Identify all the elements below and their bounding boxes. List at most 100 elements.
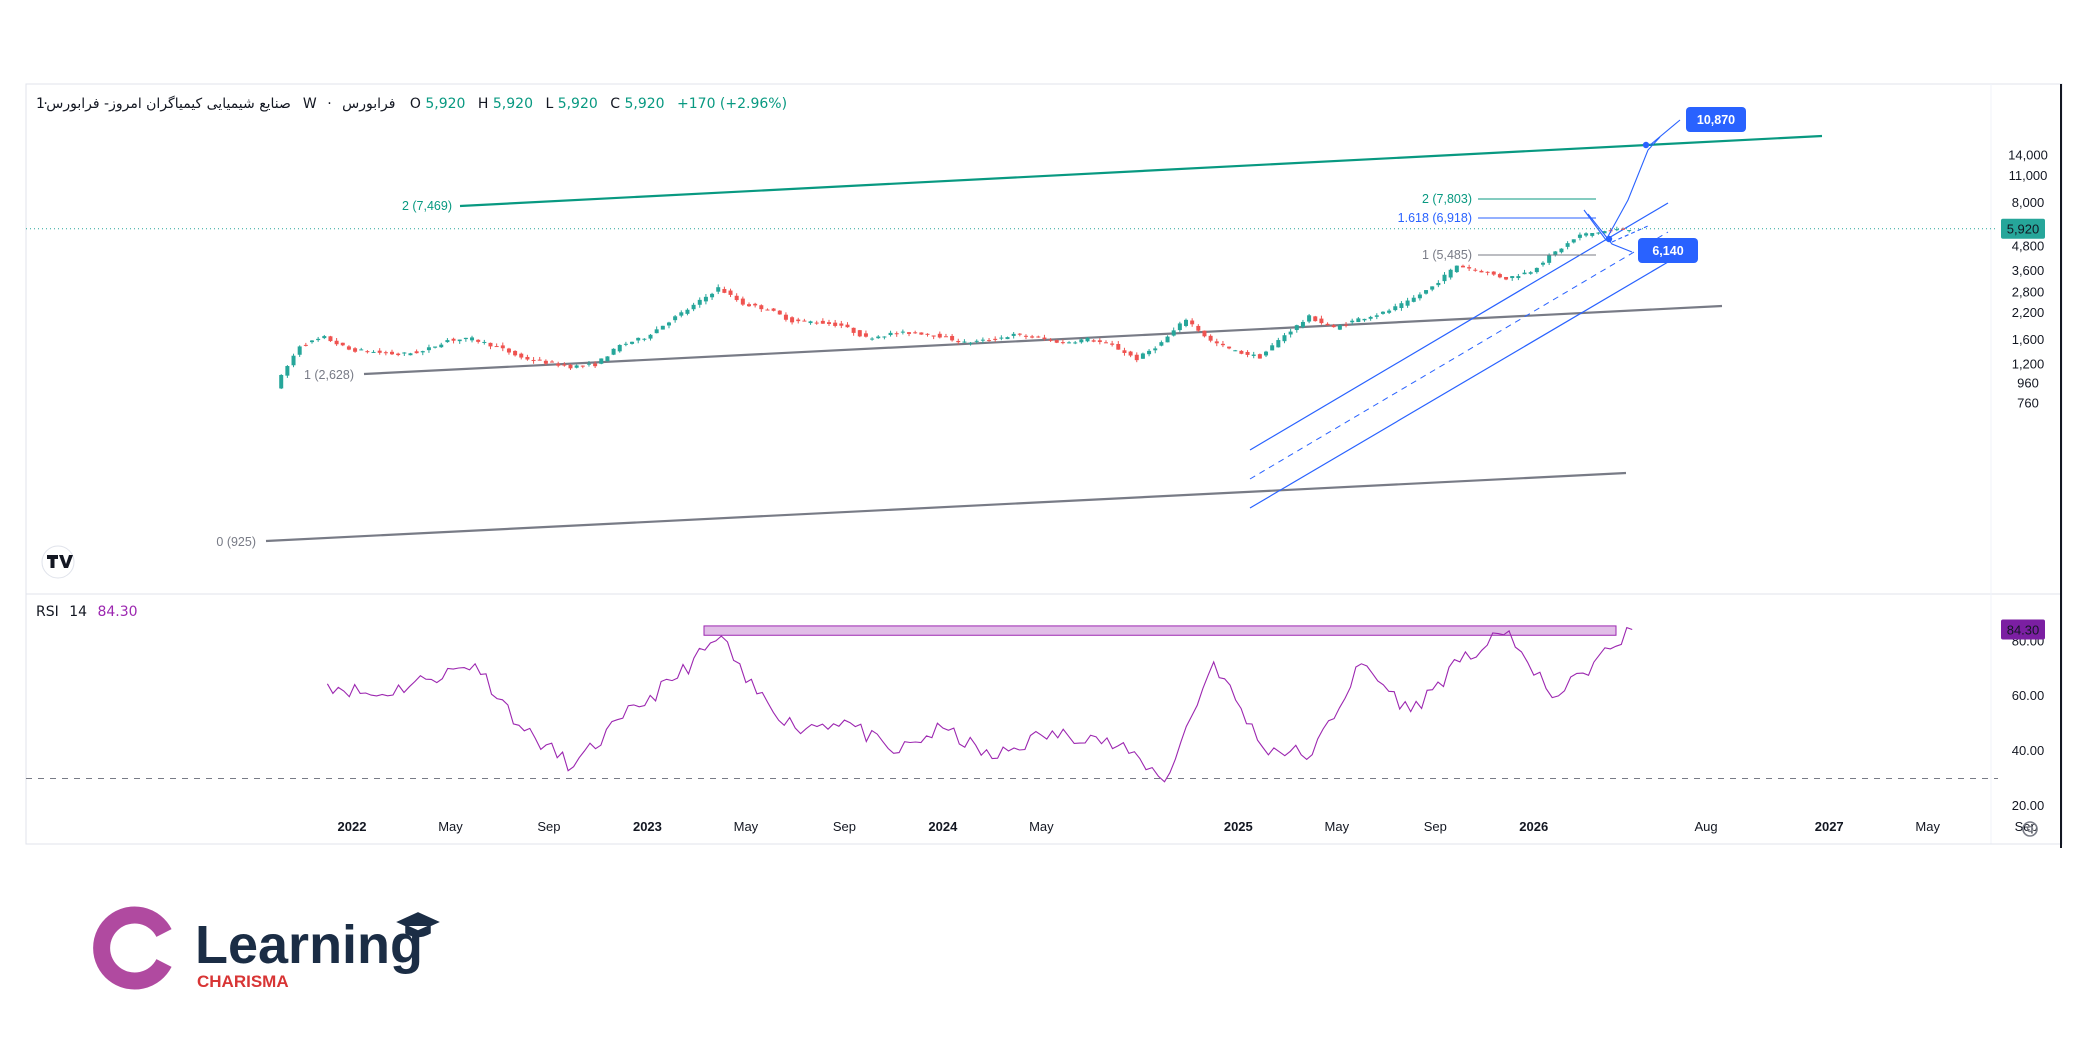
- candle-body: [1430, 286, 1435, 290]
- fib-right-two-label: 2 (7,803): [1422, 192, 1472, 206]
- candle-body: [808, 321, 813, 324]
- candle-body: [1085, 337, 1090, 342]
- target-trendline[interactable]: [459, 134, 1823, 208]
- candle-body: [1251, 354, 1256, 356]
- candle-body: [950, 335, 955, 341]
- candle-body: [353, 348, 358, 352]
- time-axis[interactable]: 2022 May Sep 2023 May Sep 2024 May 2025 May Sep 202…: [338, 819, 2038, 834]
- target-badge[interactable]: [1686, 107, 1746, 132]
- svg-text:صنایع شیمیایی کیمیاگران امروز-: صنایع شیمیایی کیمیاگران امروز- فرابورس ·…: [36, 95, 787, 112]
- candle-body: [297, 346, 302, 355]
- candle-body: [1571, 239, 1576, 243]
- candle-body: [303, 344, 308, 346]
- rsi-value-badge[interactable]: [2001, 619, 2045, 640]
- candle-body: [1196, 325, 1201, 331]
- chart-frame: [25, 83, 2063, 845]
- candle-body: [420, 351, 425, 353]
- candle-body: [907, 332, 912, 334]
- candle-body: [346, 346, 351, 350]
- candle-body: [433, 346, 438, 348]
- candle-body: [833, 322, 838, 326]
- time-tick-label: Sep: [537, 819, 560, 834]
- candle-body: [1116, 343, 1121, 350]
- candle-body: [1491, 271, 1496, 275]
- candle-body: [790, 317, 795, 323]
- candle-body: [605, 356, 610, 362]
- candle-body: [1393, 306, 1398, 311]
- price-tick-label: 960: [2017, 376, 2039, 391]
- candle-body: [1017, 333, 1022, 335]
- candle-body: [962, 341, 967, 343]
- rsi-line[interactable]: [326, 626, 1633, 783]
- candle-body: [550, 361, 555, 363]
- candle-body: [943, 336, 948, 338]
- candle-body: [1023, 335, 1028, 337]
- fib-right-one-label: 1 (5,485): [1422, 248, 1472, 262]
- candle-body: [1454, 265, 1459, 273]
- candle-body: [439, 344, 444, 348]
- candle-body: [365, 351, 370, 353]
- annotations-layer: 0 (925) 1 (2,628) 2 (7,469) 1 (5,485) 1.618 …: [216, 107, 1746, 549]
- candle-body: [1602, 231, 1607, 234]
- candle-body: [851, 327, 856, 333]
- candle-body: [654, 329, 659, 334]
- candle-body: [820, 320, 825, 324]
- symbol-legend[interactable]: صنایع شیمیایی کیمیاگران امروز- فرابورس ·…: [36, 95, 787, 112]
- price-tick-label: 4,800: [2012, 239, 2045, 254]
- time-tick-label: Sep: [1424, 819, 1447, 834]
- candle-body: [1448, 269, 1453, 278]
- candle-body: [673, 316, 678, 321]
- candle-body: [925, 333, 930, 335]
- candle-body: [876, 336, 881, 339]
- channel-lower-line[interactable]: [1249, 261, 1669, 509]
- support-trendline[interactable]: [265, 471, 1627, 543]
- tradingview-logo-icon[interactable]: [41, 545, 75, 579]
- mid-badge[interactable]: [1638, 238, 1698, 263]
- rsi-length: 14: [69, 604, 87, 620]
- candle-body: [574, 365, 579, 368]
- close-label: C: [610, 96, 620, 112]
- rsi-tick-label: 20.00: [2012, 798, 2045, 813]
- resistance-trendline[interactable]: [363, 304, 1723, 376]
- rsi-title: RSI: [36, 604, 59, 620]
- candle-body: [1442, 274, 1447, 282]
- candle-body: [802, 320, 807, 322]
- open-value: 5,920: [425, 96, 465, 112]
- candle-body: [1547, 255, 1552, 263]
- rsi-legend[interactable]: RSI 14 84.30: [36, 604, 138, 620]
- rsi-overbought-box[interactable]: [703, 625, 1617, 636]
- candle-body: [1362, 318, 1367, 321]
- price-tick-label: 11,000: [2009, 168, 2048, 183]
- candle-body: [1257, 354, 1262, 359]
- channel-upper-line[interactable]: [1249, 202, 1669, 451]
- candle-body: [1313, 316, 1318, 322]
- candle-body: [1300, 321, 1305, 328]
- candle-body: [734, 295, 739, 301]
- candle-body: [519, 353, 524, 358]
- last-price-badge[interactable]: [2001, 218, 2045, 239]
- candle-body: [1399, 303, 1404, 309]
- fib-one-left-label: 1 (2,628): [304, 368, 354, 382]
- candles-layer: [279, 226, 1632, 390]
- close-value: 5,920: [624, 96, 664, 112]
- candle-body: [476, 339, 481, 342]
- candle-body: [359, 349, 364, 351]
- price-axis[interactable]: 14,000 11,000 8,000 4,800 3,600 2,800 2,200 1,6…: [26, 147, 2048, 410]
- candle-body: [931, 335, 936, 337]
- candle-body: [1165, 336, 1170, 343]
- candle-body: [1245, 351, 1250, 355]
- symbol-name: صنایع شیمیایی کیمیاگران امروز- فرابورس: [46, 95, 291, 112]
- candle-body: [636, 337, 641, 341]
- candle-body: [1307, 315, 1312, 322]
- candle-body: [1097, 340, 1102, 343]
- candle-body: [285, 366, 290, 376]
- logo-sub: CHARISMA: [197, 972, 289, 991]
- candle-body: [1288, 331, 1293, 335]
- candle-body: [482, 341, 487, 343]
- candle-body: [765, 309, 770, 311]
- candle-body: [340, 342, 345, 346]
- gear-icon[interactable]: [2022, 821, 2038, 837]
- candle-body: [993, 338, 998, 340]
- candle-body: [1159, 342, 1164, 346]
